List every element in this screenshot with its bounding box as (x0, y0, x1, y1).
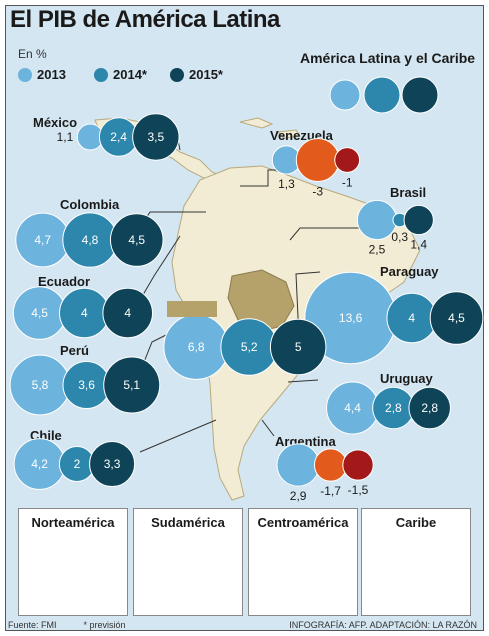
bubble-venezuela-2 (334, 147, 361, 173)
title-ecuador: Ecuador (38, 274, 90, 289)
bubble-venezuela-1 (295, 138, 340, 182)
panel-norteamerica: Norteamérica (18, 508, 128, 616)
panel-centroamerica: Centroamérica (248, 508, 358, 616)
title-mexico: México (33, 115, 77, 130)
title-uruguay: Uruguay (380, 371, 434, 386)
label-uruguay-1: 2,8 (385, 401, 402, 415)
leader-argentina (261, 419, 275, 437)
bubble-latam-1 (363, 76, 401, 114)
title-brasil: Brasil (390, 185, 426, 200)
label-chile-2: 3,3 (104, 457, 121, 471)
leader-brasil (289, 227, 366, 241)
leader-uruguay (287, 379, 319, 383)
label-brasil-1: 0,3 (391, 230, 408, 244)
panel-sudamerica: Sudamérica (133, 508, 243, 616)
legend-swatch-2015 (170, 68, 184, 82)
label-paraguay-0: 13,6 (339, 311, 363, 325)
bubble-brasil-2 (403, 204, 434, 236)
title-peru: Perú (60, 343, 89, 358)
label-colombia-0: 4,7 (34, 233, 51, 247)
label-colombia-1: 4,8 (82, 233, 99, 247)
footer-credit: INFOGRAFÍA: AFP. ADAPTACIÓN: LA RAZÓN (289, 620, 477, 630)
page-title: El PIB de América Latina (10, 6, 280, 33)
bubble-latam-0 (329, 79, 361, 111)
caribbean-islands (239, 117, 301, 139)
label-brasil-2: 1,4 (410, 238, 427, 252)
label-chile-1: 2 (74, 457, 81, 471)
bubble-peru-2 (103, 356, 161, 414)
label-venezuela-2: -1 (342, 175, 353, 189)
panel-title-centroamerica: Centroamérica (257, 515, 349, 530)
title-paraguay: Paraguay (380, 264, 439, 279)
legend-label-2013: 2013 (37, 67, 66, 82)
bubble-bolivia-2 (269, 318, 327, 376)
panel-caribe: Caribe (361, 508, 471, 616)
label-peru-2: 5,1 (123, 378, 140, 392)
leader-chile (139, 419, 217, 453)
label-bolivia-1: 5,2 (241, 340, 258, 354)
legend-swatch-2014 (94, 68, 108, 82)
label-paraguay-2: 4,5 (448, 311, 465, 325)
leader-ecuador (139, 235, 181, 301)
label-uruguay-0: 4,4 (344, 401, 361, 415)
panel-title-caribe: Caribe (395, 515, 437, 530)
bubble-argentina-2 (342, 449, 374, 481)
label-mexico-1: 2,4 (110, 130, 127, 144)
label-paraguay-1: 4 (408, 311, 415, 325)
label-venezuela-0: 1,3 (278, 177, 295, 191)
bubble-chile-2 (89, 440, 136, 488)
regional-title: América Latina y el Caribe (300, 50, 476, 66)
label-argentina-2: -1,5 (348, 483, 369, 497)
label-ecuador-1: 4 (81, 306, 88, 320)
source-text: Fuente: FMI (8, 620, 57, 630)
label-mexico-2: 3,5 (148, 130, 165, 144)
bubble-mexico-2 (132, 113, 180, 161)
label-chile-0: 4,2 (31, 457, 48, 471)
label-argentina-0: 2,9 (290, 489, 307, 503)
panel-title-norteamerica: Norteamérica (31, 515, 115, 530)
label-brasil-0: 2,5 (369, 243, 386, 257)
label-colombia-2: 4,5 (128, 233, 145, 247)
footer-source: Fuente: FMI * previsión (8, 620, 126, 630)
unit-label: En % (18, 47, 47, 61)
bubble-argentina-1 (313, 448, 348, 482)
label-bolivia-0: 6,8 (188, 340, 205, 354)
label-uruguay-2: 2,8 (421, 401, 438, 415)
legend-label-2015: 2015* (189, 67, 223, 82)
legend-label-2014: 2014* (113, 67, 147, 82)
label-bolivia-2: 5 (295, 340, 302, 354)
label-venezuela-1: -3 (312, 184, 323, 198)
bubble-argentina-0 (276, 443, 320, 487)
label-mexico-0: 1,1 (57, 130, 74, 144)
note-text: * previsión (83, 620, 126, 630)
panel-title-sudamerica: Sudamérica (151, 515, 225, 530)
bubble-latam-2 (401, 76, 439, 114)
bolivia-highlight (167, 301, 217, 317)
bubble-ecuador-2 (102, 287, 154, 339)
label-ecuador-2: 4 (124, 306, 131, 320)
label-argentina-1: -1,7 (320, 484, 341, 498)
bubble-uruguay-2 (408, 386, 451, 430)
bubble-colombia-2 (109, 213, 164, 267)
bubble-paraguay-2 (429, 291, 484, 345)
title-colombia: Colombia (60, 197, 120, 212)
legend-swatch-2013 (18, 68, 32, 82)
label-peru-1: 3,6 (78, 378, 95, 392)
label-ecuador-0: 4,5 (31, 306, 48, 320)
label-peru-0: 5,8 (32, 378, 49, 392)
